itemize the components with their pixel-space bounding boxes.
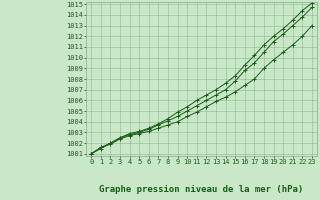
- Text: Graphe pression niveau de la mer (hPa): Graphe pression niveau de la mer (hPa): [100, 185, 304, 194]
